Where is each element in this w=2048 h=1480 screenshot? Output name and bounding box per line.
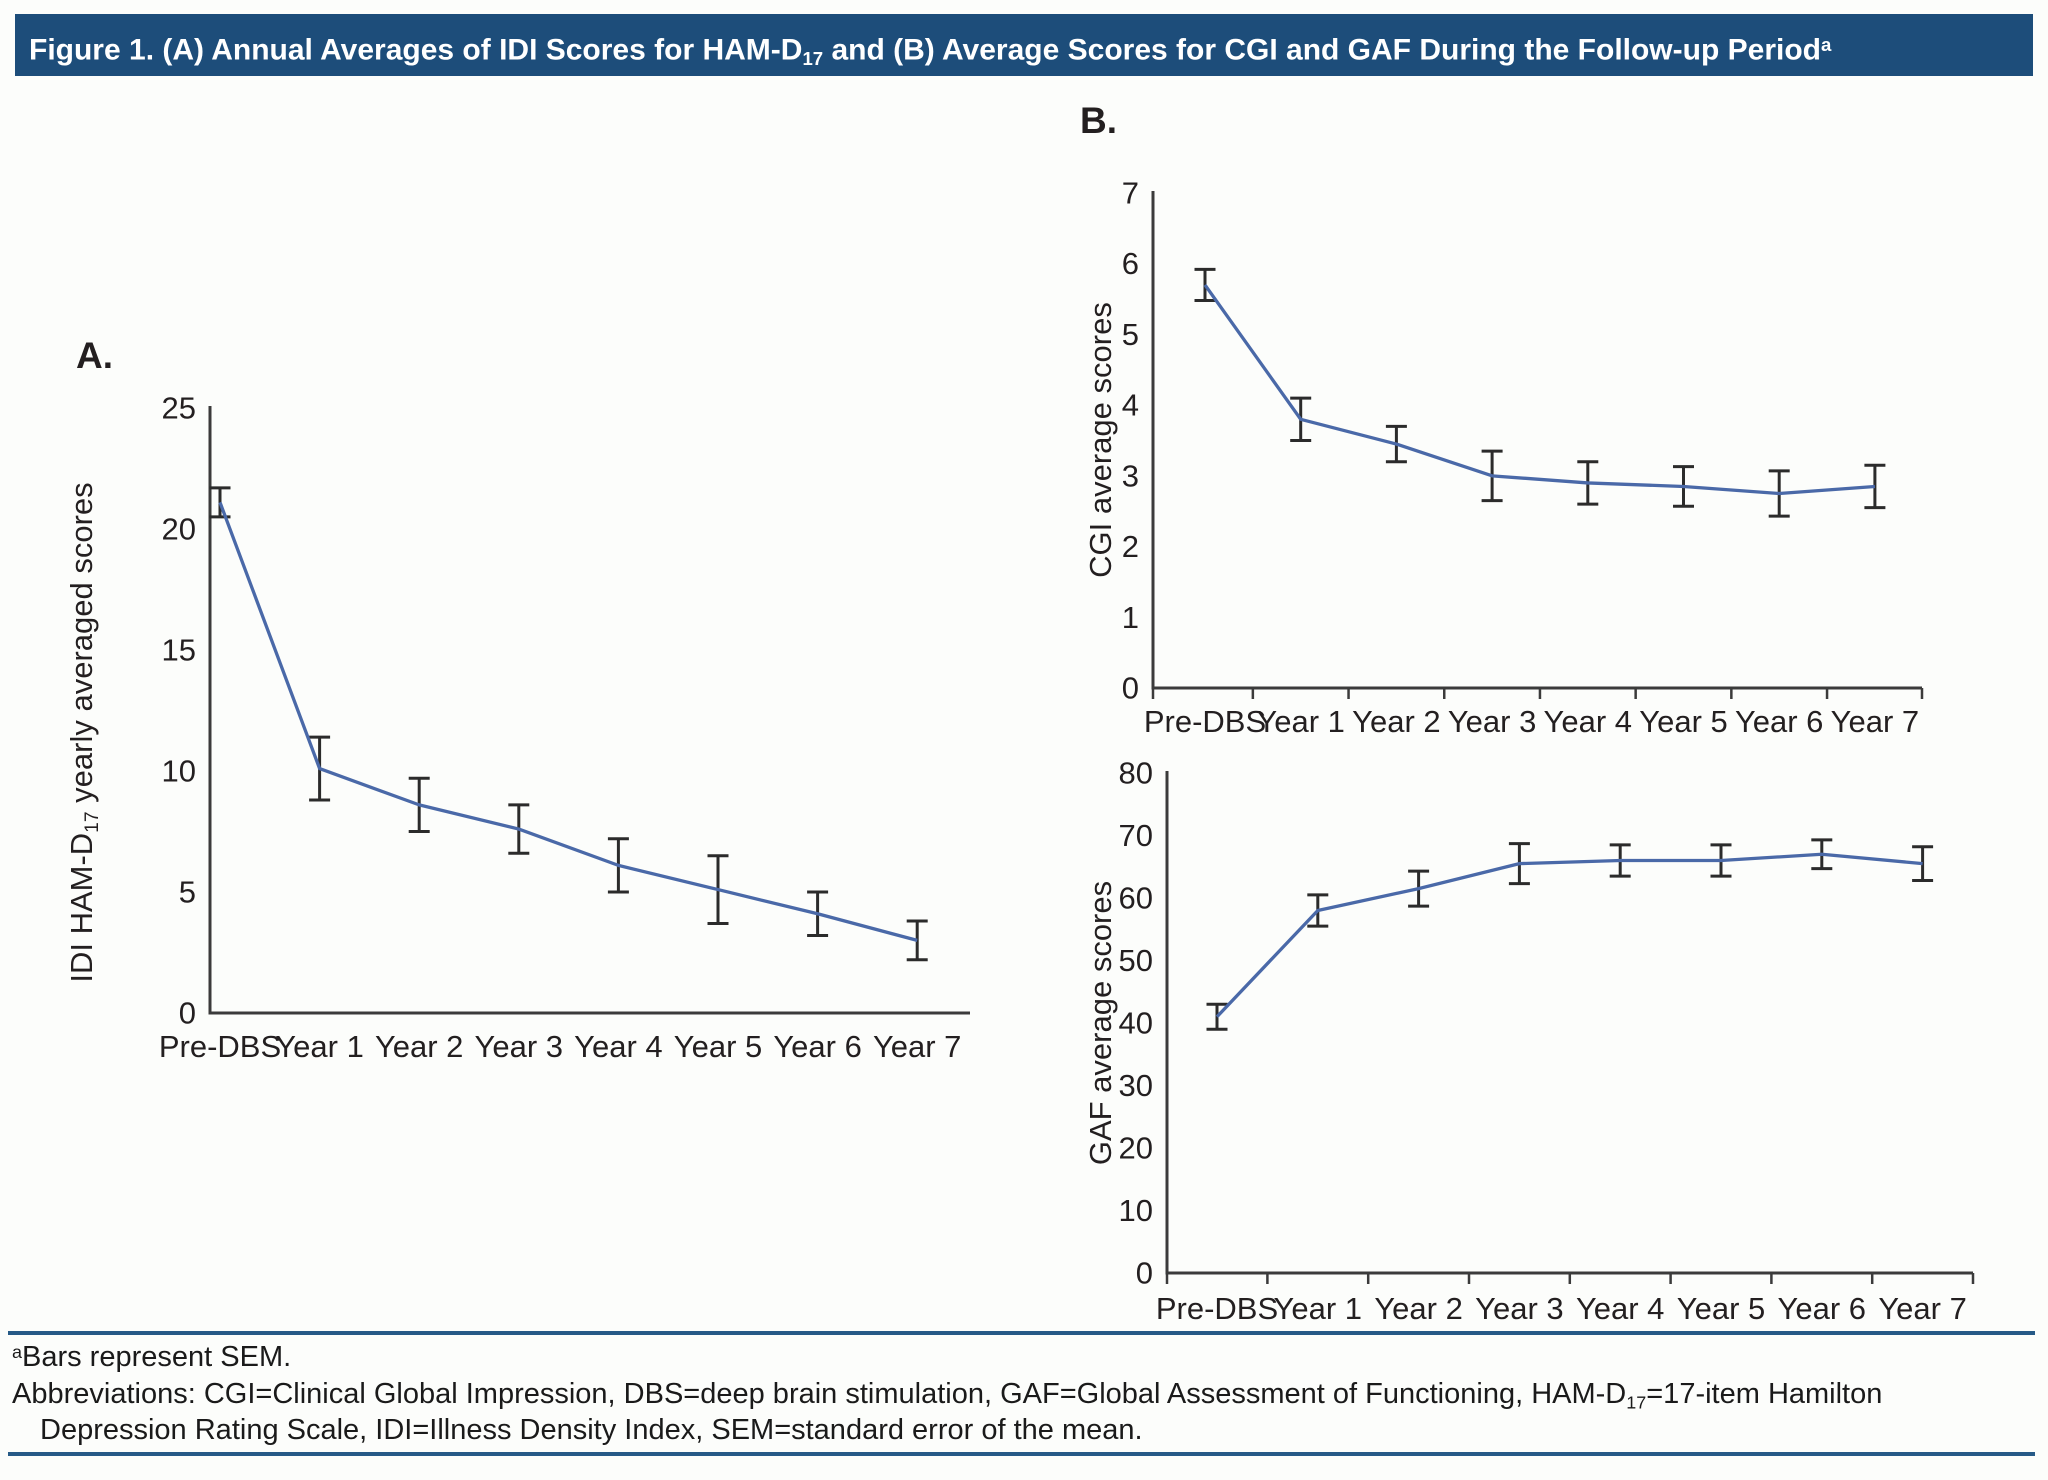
svg-text:Year 2: Year 2	[1352, 704, 1441, 739]
svg-text:Year 2: Year 2	[1374, 1291, 1463, 1326]
svg-text:Year 4: Year 4	[1576, 1291, 1665, 1326]
figure-title-text: Figure 1. (A) Annual Averages of IDI Sco…	[29, 33, 803, 67]
footnote-abbrev-text: Abbreviations: CGI=Clinical Global Impre…	[12, 1378, 1627, 1410]
footnote-abbrev-text-2: =17-item Hamilton	[1646, 1378, 1883, 1410]
svg-text:Year 1: Year 1	[1256, 704, 1345, 739]
footnote-abbrev-subscript: 17	[1626, 1392, 1647, 1413]
ham-d17-series-line	[218, 501, 918, 942]
svg-text:Year 5: Year 5	[1677, 1291, 1766, 1326]
cgi-axes	[1151, 191, 1922, 690]
svg-text:Year 7: Year 7	[1878, 1291, 1967, 1326]
ham-d17-y-tick-labels: 0 5 10 15 20 25	[162, 391, 196, 1031]
svg-text:4: 4	[1122, 388, 1139, 423]
ham-d17-error-bars	[209, 486, 928, 962]
svg-text:Year 3: Year 3	[475, 1029, 564, 1064]
svg-text:Year 6: Year 6	[1778, 1291, 1867, 1326]
svg-text:20: 20	[1119, 1131, 1153, 1166]
panel-b-label: B.	[1080, 100, 1117, 141]
svg-text:0: 0	[1136, 1256, 1153, 1291]
footnote-superscript-a: a	[12, 1341, 22, 1362]
figure-title-bar: Figure 1. (A) Annual Averages of IDI Sco…	[15, 14, 2033, 76]
svg-text:Year 1: Year 1	[1274, 1291, 1363, 1326]
gaf-y-tick-labels: 0 10 20 30 40 50 60 70 80	[1119, 756, 1153, 1291]
ham-d17-axes	[208, 406, 970, 1015]
svg-text:Year 7: Year 7	[1831, 704, 1920, 739]
svg-text:0: 0	[179, 996, 196, 1031]
svg-text:6: 6	[1122, 246, 1139, 281]
svg-text:60: 60	[1119, 881, 1153, 916]
svg-text:Year 1: Year 1	[275, 1029, 364, 1064]
svg-text:25: 25	[162, 391, 196, 426]
footnote-abbreviations-line1: Abbreviations: CGI=Clinical Global Impre…	[12, 1378, 1882, 1413]
svg-text:70: 70	[1119, 818, 1153, 853]
svg-text:3: 3	[1122, 458, 1139, 493]
svg-text:Year 6: Year 6	[773, 1029, 862, 1064]
svg-text:40: 40	[1119, 1006, 1153, 1041]
svg-text:1: 1	[1122, 600, 1139, 635]
svg-text:80: 80	[1119, 756, 1153, 791]
svg-text:20: 20	[162, 512, 196, 547]
svg-text:5: 5	[1122, 317, 1139, 352]
footer-separator-top	[8, 1331, 2035, 1335]
svg-text:Year 2: Year 2	[375, 1029, 464, 1064]
gaf-x-tick-marks	[1165, 1273, 1975, 1284]
figure-title-superscript: a	[1820, 34, 1832, 55]
figure-title-text-2: and (B) Average Scores for CGI and GAF D…	[823, 33, 1821, 67]
svg-text:50: 50	[1119, 943, 1153, 978]
svg-text:0: 0	[1122, 671, 1139, 706]
svg-text:7: 7	[1122, 176, 1139, 211]
svg-text:5: 5	[179, 875, 196, 910]
footer-separator-bottom	[8, 1452, 2035, 1456]
svg-text:10: 10	[162, 754, 196, 789]
cgi-y-tick-labels: 0 1 2 3 4 5 6 7	[1122, 176, 1139, 706]
svg-text:Year 5: Year 5	[1639, 704, 1728, 739]
footnote-sem-text: Bars represent SEM.	[22, 1341, 292, 1373]
svg-text:Year 3: Year 3	[1448, 704, 1537, 739]
svg-text:2: 2	[1122, 529, 1139, 564]
gaf-series-line	[1215, 852, 1923, 1018]
svg-text:30: 30	[1119, 1068, 1153, 1103]
svg-text:Year 4: Year 4	[1544, 704, 1633, 739]
svg-text:Year 3: Year 3	[1475, 1291, 1564, 1326]
svg-text:Year 4: Year 4	[574, 1029, 663, 1064]
svg-text:15: 15	[162, 633, 196, 668]
svg-text:Pre-DBS: Pre-DBS	[159, 1029, 281, 1064]
svg-text:Pre-DBS: Pre-DBS	[1144, 704, 1266, 739]
cgi-x-tick-marks	[1151, 688, 1924, 699]
svg-text:10: 10	[1119, 1193, 1153, 1228]
svg-text:Year 5: Year 5	[674, 1029, 763, 1064]
figure-title-subscript: 17	[802, 47, 824, 69]
svg-text:Year 6: Year 6	[1735, 704, 1824, 739]
svg-text:Pre-DBS: Pre-DBS	[1156, 1291, 1278, 1326]
panel-a-label: A.	[76, 335, 113, 376]
cgi-series-line	[1203, 283, 1876, 496]
footnote-sem: aBars represent SEM.	[12, 1341, 291, 1374]
footnote-abbreviations-line2: Depression Rating Scale, IDI=Illness Den…	[40, 1414, 1143, 1446]
svg-text:Year 7: Year 7	[873, 1029, 962, 1064]
gaf-error-bars	[1206, 838, 1934, 1031]
gaf-axes	[1165, 771, 1973, 1275]
